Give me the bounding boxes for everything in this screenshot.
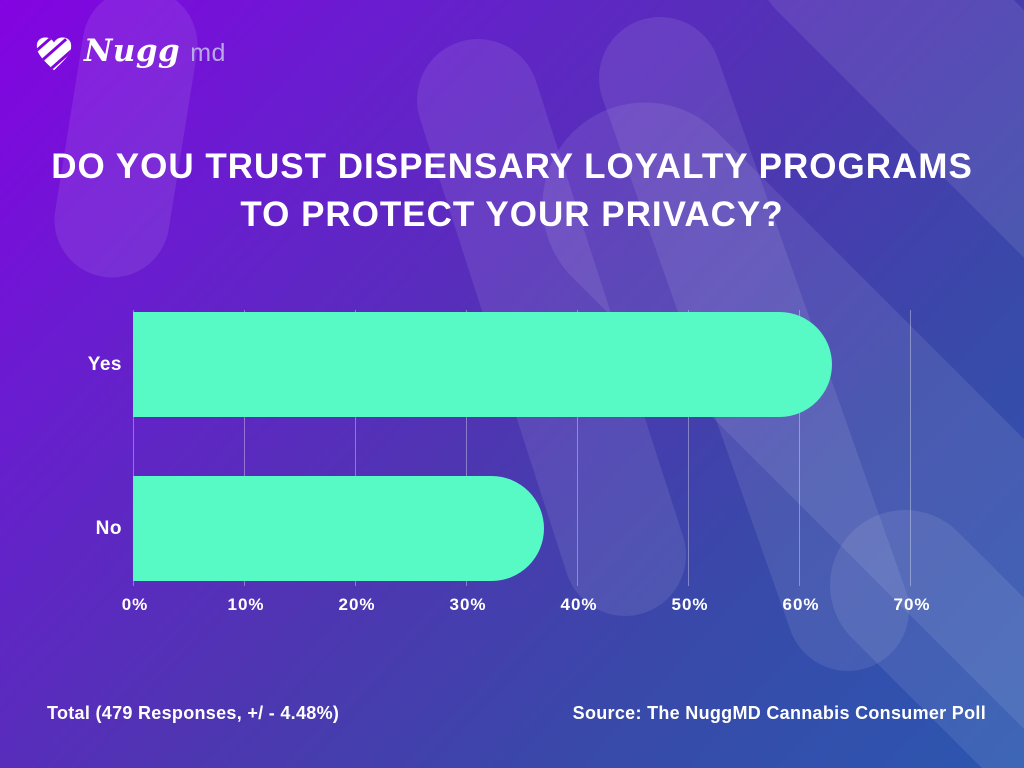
gridline-0% — [133, 310, 134, 586]
gridline-30% — [466, 310, 467, 586]
logo-text-nugg: Nugg — [84, 32, 181, 69]
x-tick-70%: 70% — [893, 595, 931, 614]
bar-yes — [133, 312, 833, 417]
total-responses-note: Total (479 Responses, +/ - 4.48%) — [47, 703, 340, 723]
bar-no — [133, 476, 544, 581]
x-tick-60%: 60% — [782, 595, 820, 614]
gridline-70% — [910, 310, 911, 586]
chart-title-line2: TO PROTECT YOUR PRIVACY? — [240, 195, 784, 234]
logo-text-md: md — [190, 38, 226, 67]
gridline-20% — [355, 310, 356, 586]
chart-title: DO YOU TRUST DISPENSARY LOYALTY PROGRAMS… — [0, 143, 1024, 239]
source-note: Source: The NuggMD Cannabis Consumer Pol… — [572, 703, 986, 723]
gridline-10% — [244, 310, 245, 586]
gridline-50% — [688, 310, 689, 586]
x-tick-20%: 20% — [338, 595, 376, 614]
gridline-60% — [799, 310, 800, 586]
x-tick-30%: 30% — [449, 595, 487, 614]
x-tick-40%: 40% — [560, 595, 598, 614]
x-tick-0%: 0% — [121, 595, 149, 614]
category-label-yes: Yes — [87, 353, 122, 375]
chart-title-line1: DO YOU TRUST DISPENSARY LOYALTY PROGRAMS — [51, 147, 973, 186]
striped-heart-icon — [36, 37, 72, 71]
category-label-no: No — [95, 517, 122, 539]
x-tick-10%: 10% — [227, 595, 265, 614]
nuggmd-logo: Nugg md — [33, 34, 226, 72]
gridline-40% — [577, 310, 578, 586]
x-tick-50%: 50% — [671, 595, 709, 614]
